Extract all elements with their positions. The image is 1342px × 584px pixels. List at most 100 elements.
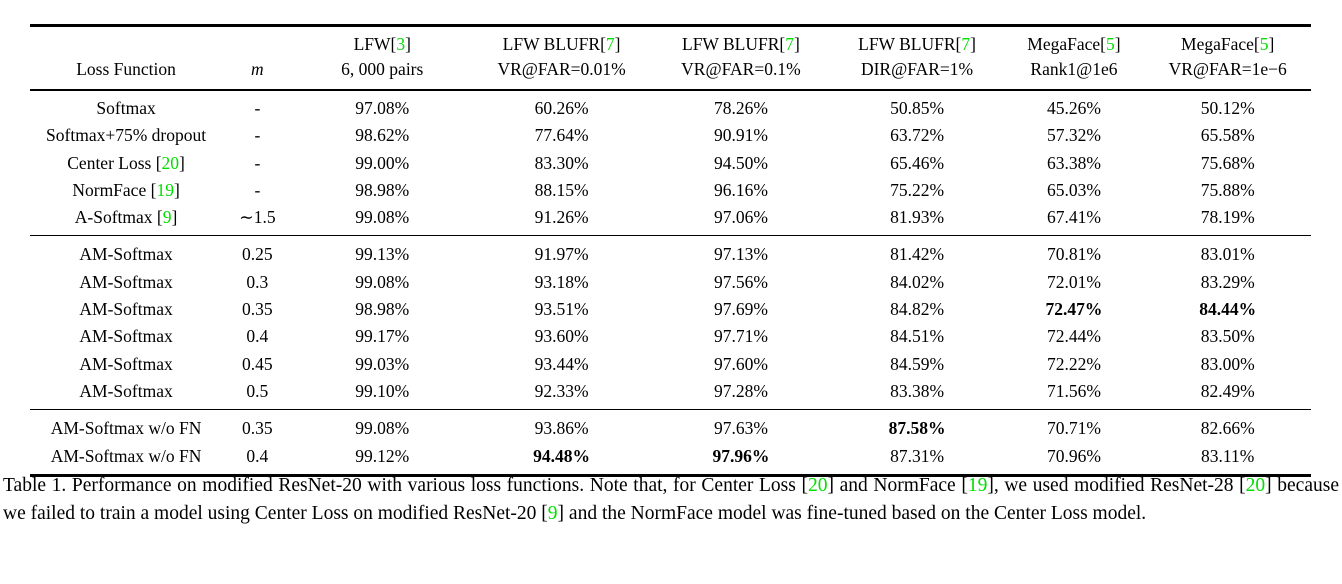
- loss-function-name: AM-Softmax: [79, 380, 173, 401]
- table-cell: 99.00%: [355, 152, 410, 173]
- table-cell: 94.50%: [713, 152, 768, 173]
- table-cell: 45.26%: [1046, 98, 1101, 118]
- header-text: ]: [970, 34, 976, 54]
- table-body: Softmax - 97.08% 60.26% 78.26% 50.85% 45.26% 50…: [30, 90, 1311, 475]
- citation-link[interactable]: 20: [1245, 475, 1266, 496]
- table-cell: 97.56%: [713, 271, 768, 292]
- row-label: Softmax+75% dropout: [30, 122, 222, 149]
- table-cell: 93.86%: [471, 409, 652, 443]
- table-header: Loss Function m LFW[3] 6, 000 pairs LFW BLUF…: [30, 25, 1311, 91]
- column-header-line2: VR@FAR=0.1%: [681, 59, 801, 79]
- margin-value-cell: -: [254, 98, 261, 118]
- margin-value-cell: 0.35: [222, 409, 293, 443]
- row-label: AM-Softmax: [30, 269, 222, 296]
- column-header-line2: Loss Function: [76, 59, 176, 79]
- citation-link[interactable]: 20: [807, 475, 828, 496]
- table-cell: 88.15%: [534, 179, 589, 200]
- citation-link[interactable]: 7: [605, 34, 615, 54]
- table-row: AM-Softmax w/o FN 0.4 99.12% 94.48% 97.96% 87…: [30, 443, 1311, 476]
- citation-link[interactable]: 9: [162, 207, 172, 228]
- citation-link[interactable]: 5: [1106, 34, 1115, 54]
- margin-value-cell: 0.4: [246, 326, 269, 347]
- citation-link[interactable]: 19: [156, 179, 174, 200]
- table-cell: 99.08%: [355, 207, 410, 228]
- citation-link[interactable]: 7: [785, 34, 794, 54]
- table-cell: 50.85%: [890, 98, 945, 118]
- header-text: ]: [405, 34, 411, 54]
- caption-text: ] and NormFace [: [827, 475, 968, 496]
- table-cell: 70.81%: [1003, 235, 1145, 269]
- table-cell: 97.06%: [713, 207, 768, 228]
- column-header: LFW[3] 6, 000 pairs: [292, 25, 472, 91]
- table-caption: Table 1. Performance on modified ResNet-…: [3, 472, 1339, 527]
- margin-value-cell: -: [254, 125, 261, 146]
- table-cell: 84.02%: [890, 271, 945, 292]
- loss-function-name: AM-Softmax: [79, 326, 173, 347]
- table-cell: 65.03%: [1046, 179, 1101, 200]
- table-cell: 81.42%: [830, 235, 1004, 269]
- citation-link[interactable]: 7: [961, 34, 971, 54]
- header-text: MegaFace[: [1181, 34, 1260, 54]
- header-text: MegaFace[: [1027, 34, 1107, 54]
- citation-link[interactable]: 20: [161, 152, 180, 173]
- table-cell: 65.58%: [1200, 125, 1255, 146]
- column-header-line2: m: [251, 59, 264, 79]
- table-cell: 75.68%: [1200, 152, 1255, 173]
- citation-link[interactable]: 5: [1259, 34, 1269, 54]
- table-row: Softmax+75% dropout - 98.62% 77.64% 90.91% 63…: [30, 122, 1311, 149]
- table-cell: 93.44%: [534, 353, 589, 374]
- table-row: AM-Softmax 0.25 99.13% 91.97% 97.13% 81.42% 70…: [30, 235, 1311, 269]
- column-header-line1: LFW[3]: [293, 32, 472, 57]
- table-cell: 84.51%: [890, 326, 945, 347]
- table-cell: 99.17%: [355, 326, 410, 347]
- table-cell: 67.41%: [1046, 207, 1101, 228]
- margin-value-cell: 0.4: [246, 445, 269, 466]
- table-row: AM-Softmax 0.5 99.10% 92.33% 97.28% 83.38% 71.…: [30, 378, 1311, 410]
- loss-function-name: AM-Softmax: [79, 271, 173, 292]
- loss-function-name: ]: [171, 207, 178, 228]
- table-cell: 84.44%: [1199, 299, 1257, 320]
- table-cell: 91.26%: [534, 207, 589, 228]
- table-cell: 93.60%: [534, 326, 589, 347]
- margin-value-cell: 0.5: [246, 380, 269, 401]
- citation-link[interactable]: 19: [967, 475, 988, 496]
- table-cell: 50.12%: [1200, 98, 1255, 118]
- loss-function-name: Center Loss [: [67, 152, 162, 173]
- citation-link[interactable]: 9: [547, 502, 558, 524]
- table-cell: 78.26%: [713, 98, 768, 118]
- table-cell: 65.46%: [890, 152, 945, 173]
- table-cell: 83.11%: [1201, 445, 1255, 466]
- table-row: Center Loss [20] - 99.00% 83.30% 94.50% 65.46…: [30, 150, 1311, 177]
- loss-function-name: AM-Softmax: [79, 244, 173, 265]
- table-cell: 83.50%: [1200, 326, 1255, 347]
- row-label: A-Softmax [9]: [30, 204, 222, 236]
- caption-text: ] because we failed to train a model usi…: [3, 475, 1339, 524]
- table-cell: 83.30%: [534, 152, 589, 173]
- table-cell: 99.12%: [355, 445, 410, 466]
- table-cell: 97.63%: [651, 409, 831, 443]
- table-cell: 94.48%: [533, 445, 591, 466]
- loss-function-name: AM-Softmax: [79, 299, 173, 320]
- table-cell: 97.28%: [713, 380, 768, 401]
- margin-value-cell: 0.45: [242, 353, 273, 374]
- table-cell: 84.59%: [890, 353, 945, 374]
- table-cell: 90.91%: [713, 125, 768, 146]
- table-cell: 87.58%: [830, 409, 1004, 443]
- citation-link[interactable]: 3: [396, 34, 406, 54]
- table-cell: 83.38%: [890, 380, 945, 401]
- margin-value-cell: 0.3: [246, 271, 269, 292]
- table-cell: 98.98%: [355, 179, 410, 200]
- table-cell: 97.96%: [712, 445, 770, 466]
- table-cell: 72.47%: [1045, 299, 1103, 320]
- header-text: ]: [1268, 34, 1275, 54]
- column-header-line1: LFW BLUFR[7]: [651, 32, 830, 57]
- table-cell: 97.60%: [713, 353, 768, 374]
- table-cell: 72.44%: [1046, 326, 1101, 347]
- row-label: AM-Softmax: [30, 296, 222, 323]
- table-cell: 78.19%: [1200, 207, 1255, 228]
- loss-function-name: AM-Softmax w/o FN: [50, 445, 202, 466]
- column-header-line1: LFW BLUFR[7]: [472, 32, 651, 57]
- table-row: NormFace [19] - 98.98% 88.15% 96.16% 75.22% 65…: [30, 177, 1311, 204]
- table-cell: 99.03%: [355, 353, 410, 374]
- column-header-line2: VR@FAR=0.01%: [497, 59, 626, 79]
